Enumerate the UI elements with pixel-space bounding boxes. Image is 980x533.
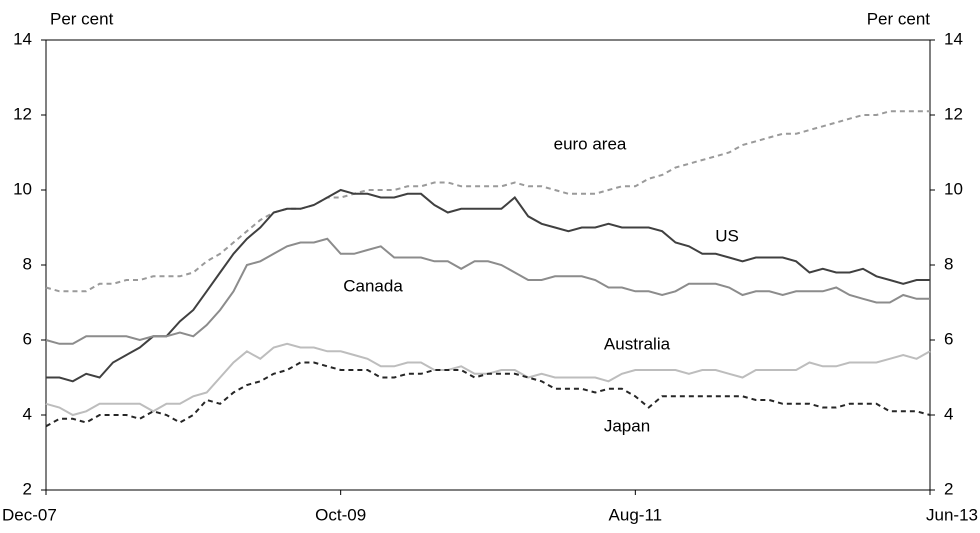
y-tick-label: 8 xyxy=(23,254,32,273)
y2-tick-label: 2 xyxy=(944,479,953,498)
y-tick-label: 4 xyxy=(23,404,32,423)
series-line xyxy=(45,361,931,428)
x-tick-label: Jun-13 xyxy=(926,505,978,524)
series-line xyxy=(45,110,930,293)
y-tick-label: 12 xyxy=(13,104,32,123)
y2-tick-label: 10 xyxy=(944,179,963,198)
series-label: Japan xyxy=(604,416,650,435)
x-tick-label: Aug-11 xyxy=(609,505,663,524)
x-tick-label: Oct-09 xyxy=(315,505,366,524)
series-label: US xyxy=(715,226,739,245)
y-tick-label: 2 xyxy=(23,479,32,498)
y2-tick-label: 6 xyxy=(944,329,953,348)
series-label: Australia xyxy=(604,334,671,353)
y-tick-label: 6 xyxy=(23,329,32,348)
series-line xyxy=(45,237,930,345)
y-tick-label: 14 xyxy=(13,29,32,48)
series-label: Canada xyxy=(343,276,403,295)
y2-axis-label: Per cent xyxy=(867,9,931,28)
y-tick-label: 10 xyxy=(13,179,32,198)
x-tick-label: Dec-07 xyxy=(2,505,57,524)
plot-frame xyxy=(45,39,931,491)
y2-tick-label: 4 xyxy=(944,404,953,423)
y2-tick-label: 8 xyxy=(944,254,953,273)
y-axis-label: Per cent xyxy=(50,9,114,28)
y2-tick-label: 12 xyxy=(944,104,963,123)
series-label: euro area xyxy=(554,134,627,153)
series-line xyxy=(46,188,930,383)
y2-tick-label: 14 xyxy=(944,29,963,48)
